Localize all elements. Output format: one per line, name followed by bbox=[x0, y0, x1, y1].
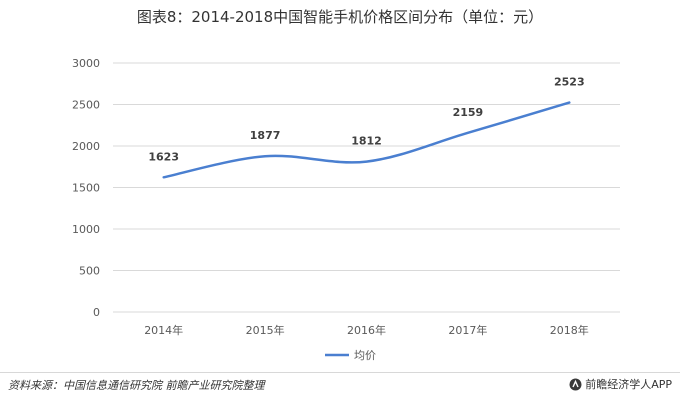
y-tick-label: 3000 bbox=[72, 57, 100, 70]
y-tick-label: 1500 bbox=[72, 182, 100, 195]
series-line-均价 bbox=[162, 101, 571, 179]
x-tick-label: 2016年 bbox=[347, 323, 386, 337]
footer-divider bbox=[0, 372, 680, 373]
x-tick-label: 2017年 bbox=[448, 323, 487, 337]
data-label: 2159 bbox=[453, 106, 484, 119]
x-tick-label: 2014年 bbox=[144, 323, 183, 337]
data-label: 1812 bbox=[351, 135, 382, 148]
y-tick-label: 0 bbox=[93, 306, 100, 319]
y-tick-label: 1000 bbox=[72, 223, 100, 236]
data-label: 1623 bbox=[148, 150, 179, 163]
data-label: 2523 bbox=[554, 76, 585, 89]
y-tick-label: 2500 bbox=[72, 99, 100, 112]
brand-name: 前瞻经济学人APP bbox=[585, 378, 672, 391]
brand-logo-icon bbox=[569, 378, 582, 390]
chart-title: 图表8：2014-2018中国智能手机价格区间分布（单位：元） bbox=[136, 8, 544, 26]
y-tick-label: 500 bbox=[79, 265, 100, 278]
brand: 前瞻经济学人APP bbox=[569, 376, 672, 392]
x-tick-label: 2018年 bbox=[550, 323, 589, 337]
source-note: 资料来源：中国信息通信研究院 前瞻产业研究院整理 bbox=[8, 379, 265, 392]
line-chart: 0 500 1000 1500 2000 2500 3000 2014年 2015年 2016年 2… bbox=[72, 57, 620, 362]
data-label: 1877 bbox=[250, 129, 281, 142]
y-tick-label: 2000 bbox=[72, 140, 100, 153]
x-tick-label: 2015年 bbox=[246, 323, 285, 337]
legend-label: 均价 bbox=[354, 349, 376, 362]
